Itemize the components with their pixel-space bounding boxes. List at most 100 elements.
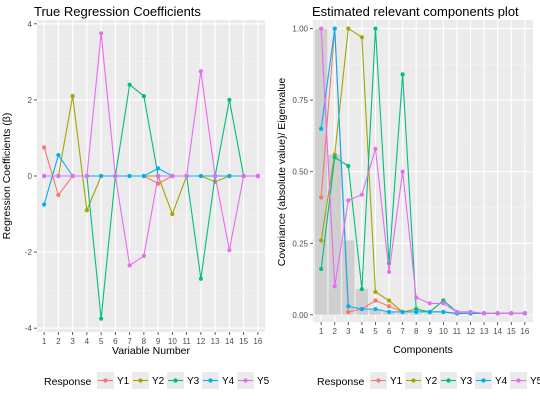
x-tick-label: 8 <box>414 327 419 336</box>
legend-key-point <box>138 378 143 383</box>
data-point-y4 <box>400 309 405 315</box>
data-point-y2 <box>319 238 324 243</box>
chart-right-ylabel: Covariance (absolute value)/ Eigenvalue <box>276 78 288 267</box>
legend-key-point <box>411 378 416 383</box>
x-tick-label: 15 <box>507 327 516 336</box>
eigenvalue-bar <box>369 309 382 315</box>
x-tick-label: 3 <box>346 327 351 336</box>
data-point-y5 <box>113 173 118 179</box>
x-tick-label: 14 <box>493 327 502 336</box>
eigenvalue-bar <box>328 154 341 315</box>
y-tick-label: 0.00 <box>292 311 308 320</box>
legend-label-y3: Y3 <box>187 376 200 387</box>
data-point-y4 <box>127 173 132 179</box>
chart-right-title: Estimated relevant components plot <box>312 4 519 19</box>
data-point-y3 <box>319 266 324 272</box>
data-point-y5 <box>319 26 324 31</box>
data-point-y3 <box>359 286 364 292</box>
x-tick-label: 9 <box>428 327 433 336</box>
x-tick-label: 13 <box>211 337 220 346</box>
x-tick-label: 1 <box>42 337 47 346</box>
data-point-y5 <box>495 311 500 316</box>
legend-label-y2: Y2 <box>152 376 165 387</box>
x-tick-label: 11 <box>453 327 462 336</box>
data-point-y5 <box>427 301 432 306</box>
data-point-y5 <box>156 173 161 179</box>
data-point-y4 <box>332 26 337 31</box>
data-point-y5 <box>70 173 75 179</box>
data-point-y5 <box>56 173 61 179</box>
data-point-y4 <box>56 152 61 158</box>
data-point-y5 <box>454 309 460 315</box>
data-point-y5 <box>468 309 473 315</box>
chart-right: Estimated relevant components plot 0.00 0… <box>276 4 533 356</box>
data-point-y5 <box>522 311 527 316</box>
eigenvalue-bar <box>396 313 409 315</box>
data-point-y2 <box>359 35 364 40</box>
x-tick-label: 3 <box>70 337 75 346</box>
chart-left-title: True Regression Coefficients <box>34 4 201 19</box>
data-point-y1 <box>373 298 378 303</box>
data-point-y5 <box>482 311 487 316</box>
y-tick-label: 0.25 <box>292 239 308 248</box>
legend-right-title: Response <box>317 376 364 388</box>
data-point-y4 <box>141 173 146 179</box>
data-point-y3 <box>127 82 132 87</box>
x-tick-label: 10 <box>168 337 177 346</box>
x-tick-label: 14 <box>225 337 234 346</box>
data-point-y5 <box>198 69 203 74</box>
x-tick-label: 4 <box>360 327 365 336</box>
legend-key-point <box>243 378 248 383</box>
legend-label-y2: Y2 <box>425 376 438 387</box>
data-point-y2 <box>70 93 75 99</box>
data-point-y4 <box>386 309 392 315</box>
data-point-y5 <box>184 173 189 179</box>
x-tick-label: 12 <box>196 337 205 346</box>
legend-key-point <box>481 378 486 383</box>
chart-right-ticks: 0.000.250.500.751.001 2 3 4 5 6 7 8 9 10 11 12 13 14 1… <box>292 25 529 336</box>
data-point-y5 <box>359 192 364 197</box>
data-point-y5 <box>386 269 392 275</box>
y-tick-label: 1.00 <box>292 25 308 34</box>
data-point-y4 <box>227 173 232 179</box>
data-point-y3 <box>227 97 232 103</box>
data-point-y2 <box>346 26 351 31</box>
y-tick-label: 0.50 <box>292 168 308 177</box>
legend-left-title: Response <box>44 376 91 388</box>
data-point-y3 <box>400 72 405 77</box>
x-tick-label: 7 <box>127 337 132 346</box>
data-point-y5 <box>141 253 146 259</box>
x-tick-label: 5 <box>373 327 378 336</box>
x-tick-label: 7 <box>400 327 405 336</box>
legend-label-y4: Y4 <box>495 376 508 387</box>
chart-left-legend: Response Y1 Y2 Y3 Y4 Y5 <box>44 372 270 389</box>
legend-label-y4: Y4 <box>222 376 235 387</box>
x-tick-label: 2 <box>333 327 338 336</box>
chart-right-legend: Response Y1 Y2 Y3 Y4 Y5 <box>317 372 540 389</box>
data-point-y4 <box>42 202 47 207</box>
data-point-y2 <box>170 211 175 217</box>
y-tick-label: 0 <box>28 172 33 181</box>
legend-key-point <box>103 378 108 383</box>
y-tick-label: 2 <box>28 96 33 105</box>
data-point-y5 <box>255 173 260 179</box>
data-point-y5 <box>346 198 351 203</box>
chart-left-ylabel: Regression Coefficients (β) <box>1 113 13 240</box>
legend-label-y1: Y1 <box>117 376 130 387</box>
data-point-y1 <box>319 195 324 200</box>
legend-key-point <box>446 378 451 383</box>
data-point-y4 <box>441 309 446 315</box>
data-point-y5 <box>373 146 378 151</box>
eigenvalue-bar <box>410 313 423 315</box>
chart-right-marks <box>319 26 527 316</box>
data-point-y5 <box>241 173 246 179</box>
y-tick-label: -2 <box>25 248 33 257</box>
x-tick-label: 15 <box>239 337 248 346</box>
x-tick-label: 8 <box>142 337 147 346</box>
chart-left-xlabel: Variable Number <box>112 345 191 357</box>
data-point-y5 <box>227 248 232 253</box>
legend-label-y3: Y3 <box>460 376 473 387</box>
data-point-y3 <box>346 163 351 169</box>
data-point-y5 <box>170 173 175 179</box>
